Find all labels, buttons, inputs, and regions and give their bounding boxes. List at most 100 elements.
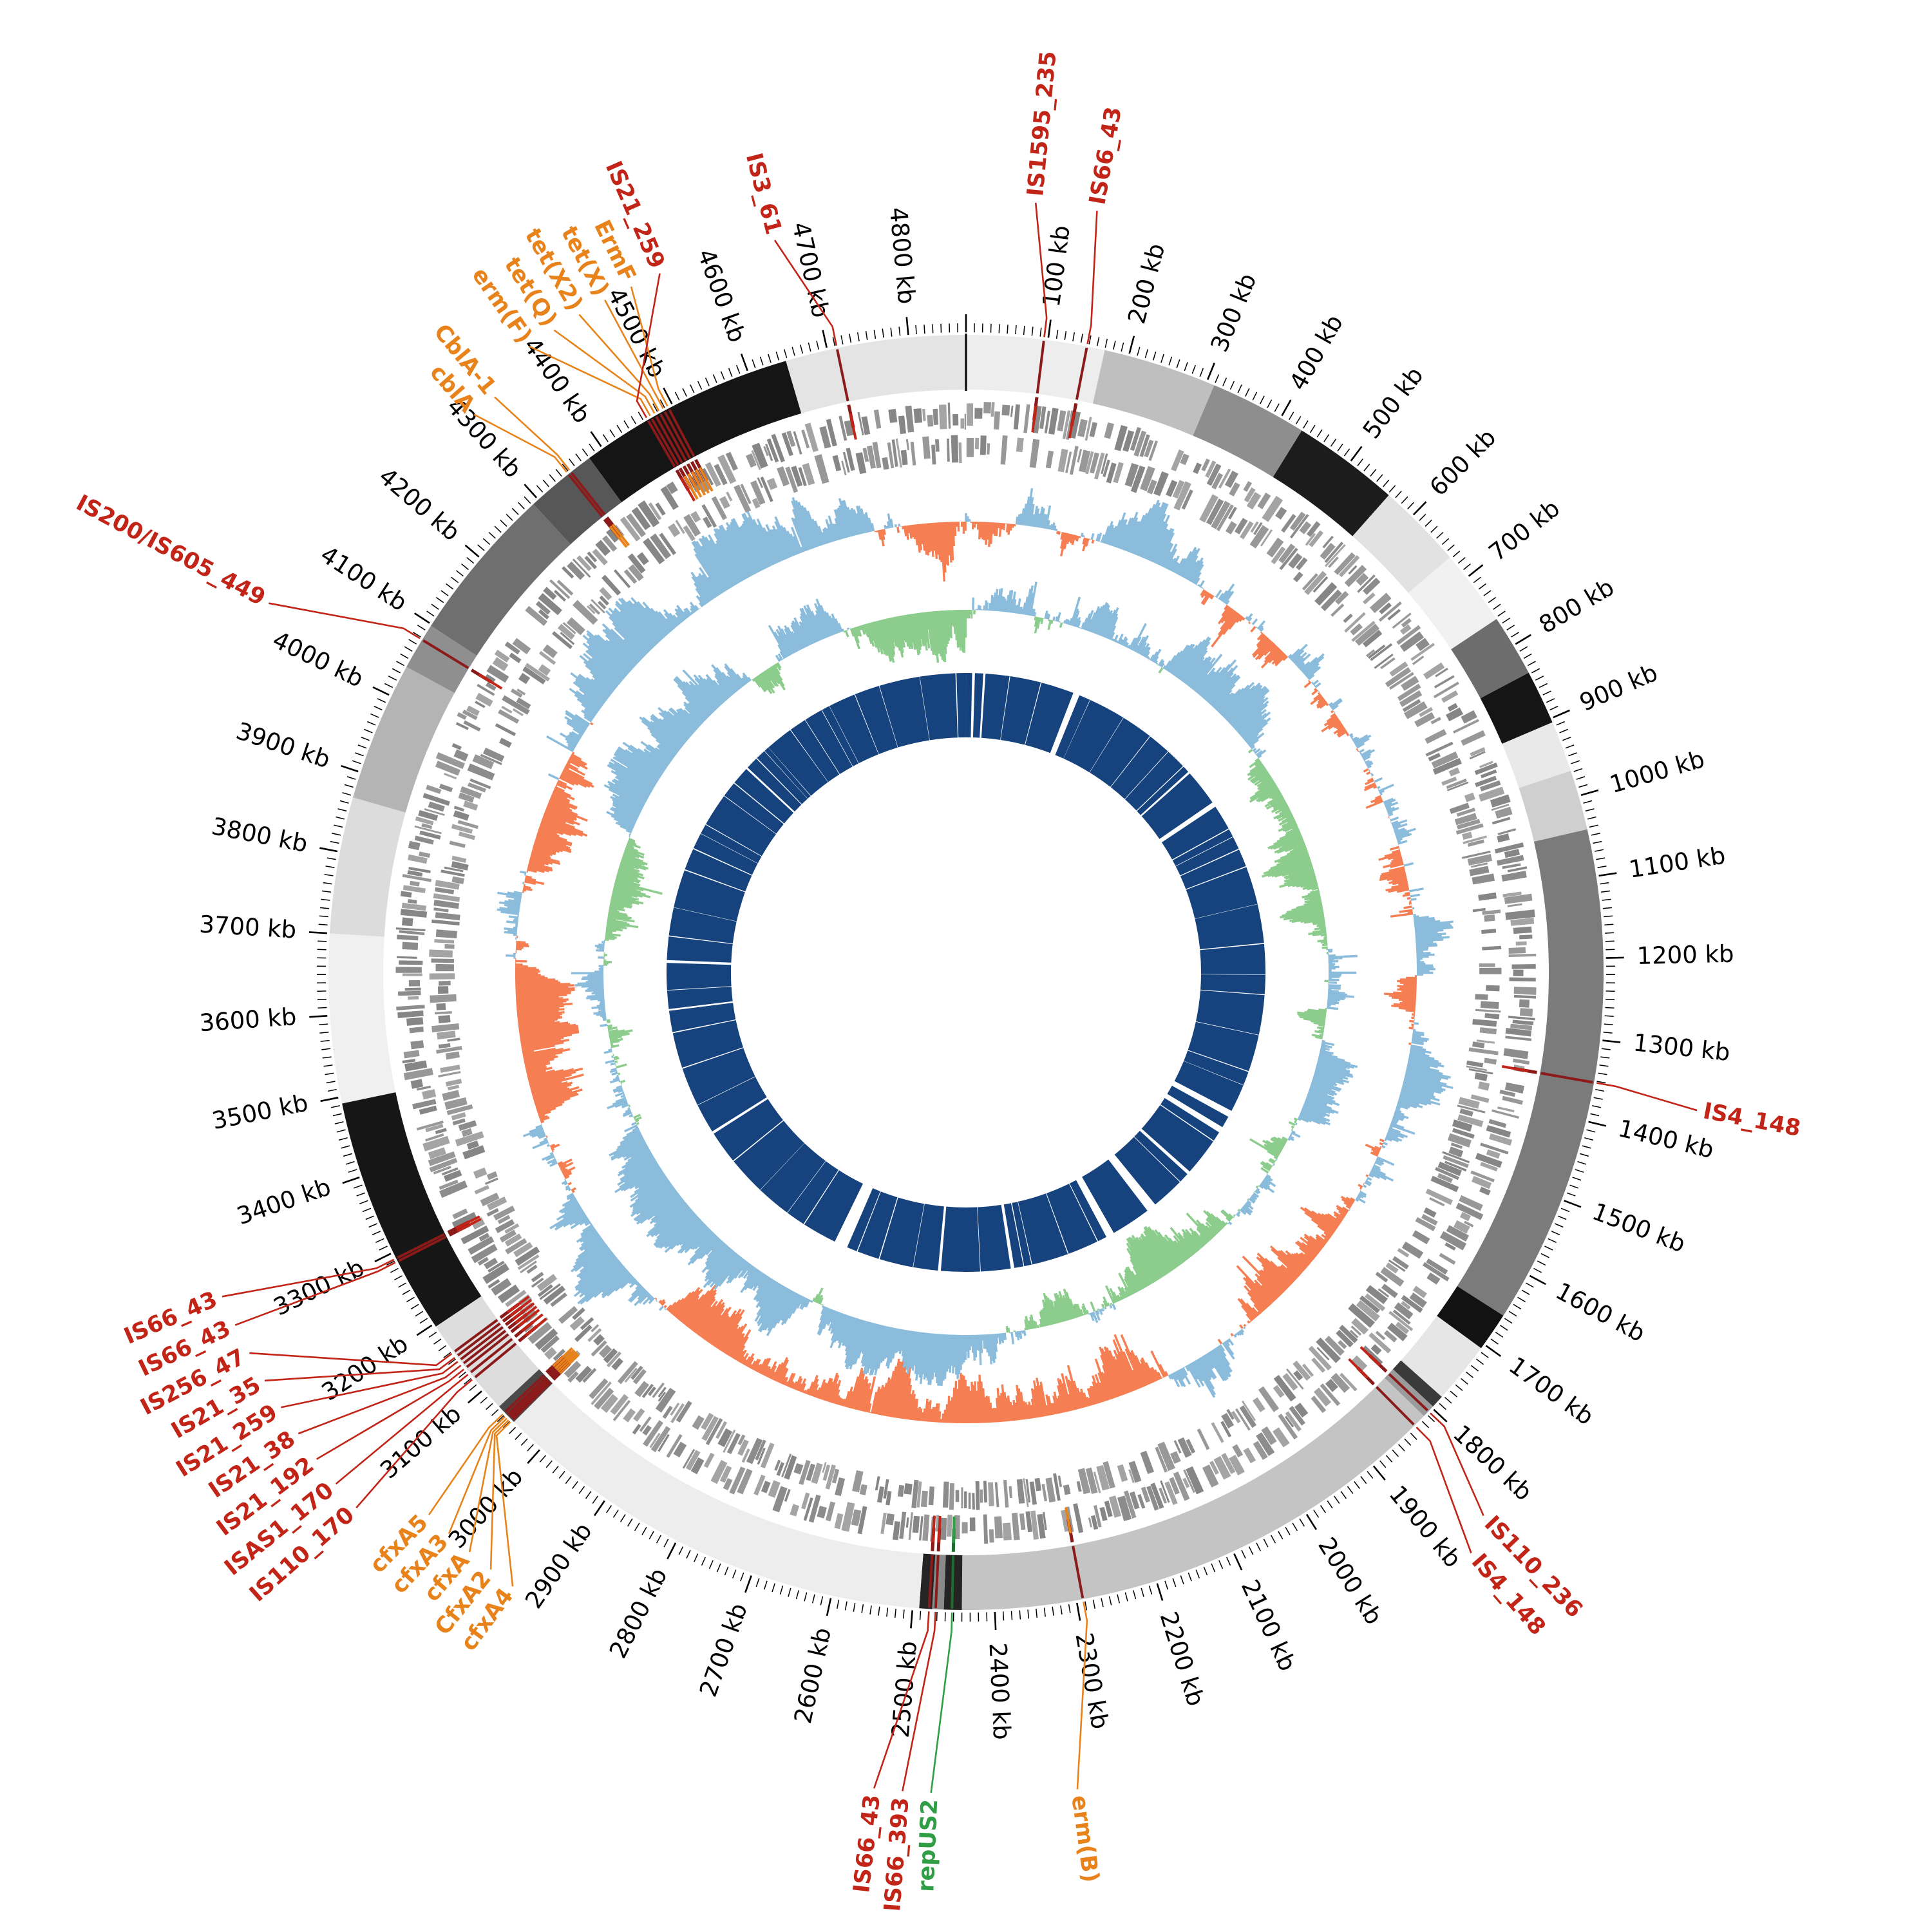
histogram-bar [1039, 1323, 1042, 1328]
tick [1548, 1238, 1557, 1243]
histogram-bar [1191, 1231, 1205, 1247]
histogram-bar [750, 1271, 763, 1290]
cds-block [1378, 1288, 1390, 1298]
histogram-bar [1126, 1238, 1155, 1283]
histogram-bar [696, 540, 728, 591]
coverage-arc [764, 747, 811, 799]
histogram-bar [806, 510, 821, 547]
cds-block [1070, 411, 1081, 439]
histogram-bar [734, 1260, 748, 1279]
histogram-bar [1016, 598, 1021, 614]
histogram-bar [1393, 1003, 1416, 1007]
histogram-bar [1285, 827, 1300, 835]
histogram-bar [623, 1130, 641, 1141]
histogram-bar [520, 870, 527, 875]
cds-block [1084, 417, 1092, 441]
histogram-bar [1179, 1368, 1186, 1379]
tick-label: 2500 kb [887, 1640, 922, 1739]
histogram-bar [898, 1372, 907, 1419]
histogram-bar [1117, 633, 1124, 644]
histogram-bar [614, 607, 654, 649]
histogram-bar [690, 571, 712, 601]
histogram-bar [1138, 506, 1161, 557]
cds-block [562, 621, 576, 634]
histogram-bar [708, 1315, 730, 1344]
histogram-bar [585, 1220, 591, 1227]
histogram-bar [1328, 990, 1339, 993]
histogram-bar [1140, 1363, 1151, 1385]
histogram-bar [1235, 1332, 1238, 1336]
histogram-bar [1265, 798, 1285, 810]
histogram-bar [693, 1300, 718, 1333]
histogram-bar [524, 1055, 558, 1065]
histogram-bar [728, 1260, 747, 1283]
coverage-arc [682, 1047, 755, 1105]
histogram-bar [902, 526, 905, 529]
histogram-bar [1127, 520, 1141, 553]
cds-block [572, 600, 598, 625]
histogram-bar [701, 545, 730, 590]
histogram-bar [1053, 1301, 1061, 1323]
tick [545, 1460, 553, 1468]
cds-block [746, 1437, 763, 1464]
histogram-bar [756, 1283, 782, 1325]
tick [990, 323, 992, 333]
coverage-arc [879, 676, 930, 748]
tick [1586, 1129, 1596, 1133]
histogram-bar [1099, 611, 1111, 636]
histogram-bar [540, 821, 576, 837]
tick [393, 1275, 402, 1281]
histogram-bar [1131, 1235, 1161, 1280]
histogram-bar [952, 1334, 956, 1374]
cds-block [670, 1403, 685, 1423]
histogram-bar [814, 615, 826, 639]
histogram-bar [541, 820, 583, 837]
cds-block [435, 929, 457, 939]
histogram-bar [1019, 513, 1023, 526]
histogram-bar [750, 1360, 757, 1370]
tick [321, 890, 331, 893]
histogram-bar [1150, 523, 1169, 562]
histogram-bar [535, 1092, 578, 1107]
histogram-bar [1311, 1034, 1323, 1038]
cds-block [422, 793, 450, 806]
histogram-bar [565, 712, 589, 728]
cds-block [438, 1015, 451, 1023]
histogram-bar [1019, 1331, 1023, 1340]
tick [663, 1539, 669, 1548]
histogram-bar [694, 1232, 715, 1254]
annotation-band-mark [836, 349, 849, 402]
histogram-bar [668, 1217, 701, 1247]
histogram-bar [1092, 1311, 1099, 1323]
cds-block [1467, 854, 1493, 866]
histogram-bar [1394, 828, 1405, 833]
histogram-bar [1177, 1369, 1184, 1380]
histogram-bar [1045, 1405, 1050, 1416]
histogram-bar [945, 522, 949, 566]
histogram-bar [578, 1251, 613, 1278]
histogram-bar [870, 622, 881, 653]
tick-label: 700 kb [1484, 494, 1566, 567]
histogram-bar [646, 1202, 688, 1238]
cds-block [643, 1420, 663, 1447]
cds-block [1492, 1109, 1519, 1119]
cds-block [1244, 487, 1256, 503]
cds-block [1497, 833, 1510, 843]
histogram-bar [518, 1023, 571, 1032]
tick-label: 2800 kb [604, 1564, 673, 1663]
cds-block [1153, 471, 1169, 497]
tick [448, 1358, 457, 1365]
histogram-bar [1356, 748, 1359, 751]
histogram-bar [587, 659, 620, 687]
histogram-bar [1146, 655, 1150, 659]
histogram-bar [1250, 1297, 1264, 1313]
histogram-bar [1289, 870, 1315, 880]
histogram-bar [565, 762, 578, 771]
histogram-bar [1305, 1098, 1332, 1110]
histogram-bar [1291, 649, 1305, 663]
cds-block [1242, 1400, 1256, 1421]
histogram-bar [1112, 1356, 1129, 1394]
histogram-bar [1001, 1384, 1007, 1422]
coverage-arc [1160, 1097, 1220, 1141]
histogram-bar [978, 1374, 983, 1423]
